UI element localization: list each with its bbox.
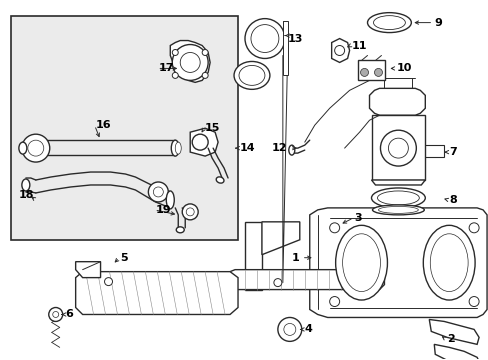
Circle shape xyxy=(468,297,478,306)
Polygon shape xyxy=(76,272,238,315)
Circle shape xyxy=(186,208,194,216)
Ellipse shape xyxy=(171,140,179,156)
Circle shape xyxy=(250,24,278,53)
Ellipse shape xyxy=(367,13,410,32)
Polygon shape xyxy=(190,128,218,156)
Polygon shape xyxy=(371,180,425,185)
Circle shape xyxy=(172,72,178,78)
Polygon shape xyxy=(433,345,480,360)
Ellipse shape xyxy=(176,227,184,233)
Circle shape xyxy=(53,311,59,318)
Circle shape xyxy=(180,53,200,72)
Circle shape xyxy=(202,50,208,55)
Ellipse shape xyxy=(378,206,417,213)
Ellipse shape xyxy=(342,234,380,292)
Text: 11: 11 xyxy=(351,41,366,50)
Polygon shape xyxy=(309,208,486,318)
Circle shape xyxy=(468,223,478,233)
Text: 10: 10 xyxy=(396,63,411,73)
Circle shape xyxy=(387,138,407,158)
Polygon shape xyxy=(76,262,101,278)
Text: 13: 13 xyxy=(287,33,303,44)
Text: 3: 3 xyxy=(354,213,362,223)
Polygon shape xyxy=(229,270,384,289)
Ellipse shape xyxy=(166,191,174,209)
Text: 12: 12 xyxy=(271,143,287,153)
Circle shape xyxy=(380,130,415,166)
Polygon shape xyxy=(331,39,349,62)
Text: 7: 7 xyxy=(448,147,456,157)
Text: 6: 6 xyxy=(65,310,73,319)
Circle shape xyxy=(202,72,208,78)
Circle shape xyxy=(360,68,368,76)
Ellipse shape xyxy=(371,188,425,208)
Text: 9: 9 xyxy=(433,18,441,28)
Text: 18: 18 xyxy=(19,190,34,200)
Ellipse shape xyxy=(288,145,294,155)
Circle shape xyxy=(172,50,178,55)
Ellipse shape xyxy=(423,225,474,300)
Text: 16: 16 xyxy=(95,120,111,130)
Circle shape xyxy=(182,204,198,220)
Ellipse shape xyxy=(377,191,419,205)
Circle shape xyxy=(283,323,295,336)
Text: 17: 17 xyxy=(158,63,173,73)
Bar xyxy=(371,115,425,180)
Text: 14: 14 xyxy=(240,143,255,153)
Ellipse shape xyxy=(22,179,30,191)
Bar xyxy=(388,145,443,157)
Ellipse shape xyxy=(335,225,386,300)
Text: 8: 8 xyxy=(448,195,456,205)
Circle shape xyxy=(329,297,339,306)
Circle shape xyxy=(334,45,344,55)
Ellipse shape xyxy=(175,142,181,154)
Text: 2: 2 xyxy=(447,334,454,345)
Circle shape xyxy=(273,279,281,287)
Circle shape xyxy=(49,307,62,321)
Ellipse shape xyxy=(239,66,264,85)
Text: 1: 1 xyxy=(291,253,299,263)
Bar xyxy=(357,60,385,80)
Circle shape xyxy=(104,278,112,285)
Bar xyxy=(11,15,238,240)
Circle shape xyxy=(244,19,285,58)
Circle shape xyxy=(329,223,339,233)
Circle shape xyxy=(374,68,382,76)
Ellipse shape xyxy=(373,15,405,30)
Polygon shape xyxy=(262,222,299,255)
Circle shape xyxy=(28,140,44,156)
Circle shape xyxy=(148,182,168,202)
Ellipse shape xyxy=(234,62,269,89)
Circle shape xyxy=(172,45,208,80)
Circle shape xyxy=(277,318,301,341)
Polygon shape xyxy=(244,222,262,289)
Ellipse shape xyxy=(429,234,467,292)
Circle shape xyxy=(153,187,163,197)
Text: 5: 5 xyxy=(120,253,128,263)
Text: 15: 15 xyxy=(205,123,220,133)
Circle shape xyxy=(192,134,208,150)
Ellipse shape xyxy=(372,205,424,215)
Circle shape xyxy=(22,134,50,162)
Polygon shape xyxy=(369,88,425,115)
Bar xyxy=(282,21,287,75)
Ellipse shape xyxy=(19,142,27,154)
Text: 19: 19 xyxy=(155,205,171,215)
Text: 4: 4 xyxy=(304,324,312,334)
Ellipse shape xyxy=(216,177,224,183)
Polygon shape xyxy=(170,41,210,82)
Polygon shape xyxy=(428,319,478,345)
